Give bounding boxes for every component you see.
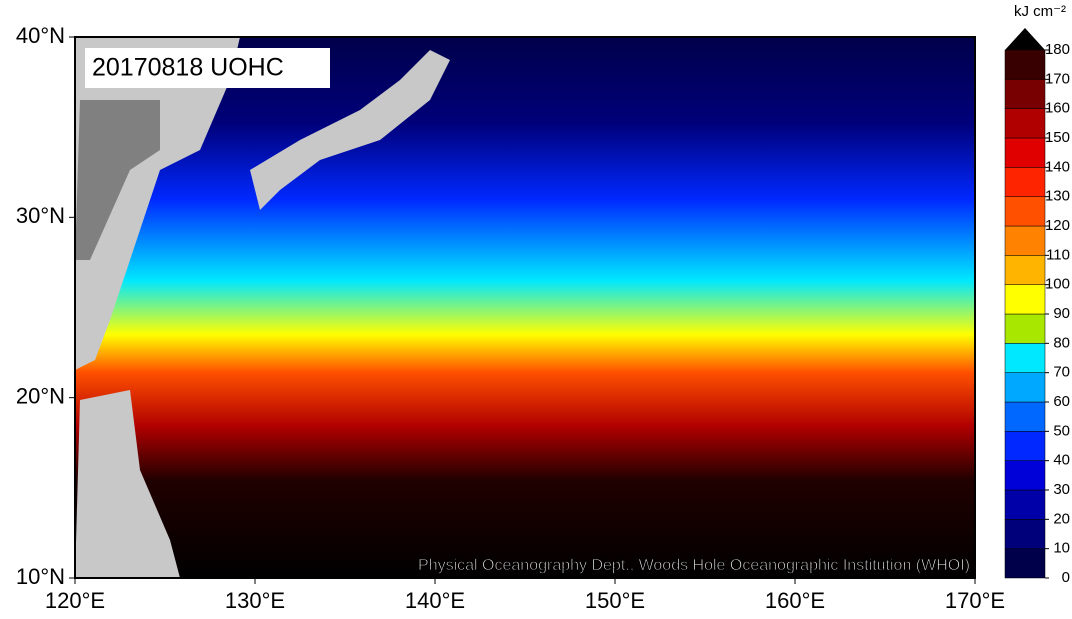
colorbar-segment <box>1004 196 1046 227</box>
colorbar-unit: kJ cm⁻² <box>1014 3 1066 20</box>
lat-tick-label: 40°N <box>16 23 65 48</box>
lon-tick-label: 170°E <box>945 588 1005 613</box>
colorbar-segment <box>1004 489 1046 520</box>
colorbar-tick-label: 20 <box>1053 510 1070 527</box>
colorbar-tick-label: 170 <box>1045 70 1070 87</box>
colorbar-segment <box>1004 343 1046 373</box>
map-area: 20170818 UOHC Physical Oceanography Dept… <box>74 36 976 579</box>
map-frame <box>74 36 976 579</box>
map-title: 20170818 UOHC <box>92 54 284 82</box>
lon-tick-label: 130°E <box>225 588 285 613</box>
lat-tick-label: 20°N <box>16 383 65 408</box>
colorbar-tick-label: 150 <box>1045 129 1070 146</box>
lat-tick-label: 10°N <box>16 564 65 589</box>
credit: Physical Oceanography Dept., Woods Hole … <box>418 557 970 574</box>
land-mask <box>75 100 160 260</box>
colorbar-segment <box>1004 460 1046 491</box>
colorbar-segment <box>1004 255 1046 285</box>
colorbar-segment <box>1004 284 1046 315</box>
lon-tick-label: 150°E <box>585 588 645 613</box>
colorbar-segment <box>1004 548 1046 579</box>
colorbar: kJ cm⁻² 0 10 20 30 40 50 60 70 80 90 100 110 120 130 1… <box>1004 3 1070 586</box>
colorbar-tick-label: 110 <box>1046 246 1070 263</box>
ocean-heat-field <box>75 37 975 578</box>
colorbar-segment <box>1004 372 1046 403</box>
colorbar-tick-label: 70 <box>1053 364 1070 381</box>
colorbar-segment <box>1004 79 1046 109</box>
colorbar-tick-label: 0 <box>1062 569 1070 586</box>
colorbar-tick-label: 130 <box>1045 188 1070 205</box>
colorbar-tick-label: 60 <box>1053 393 1070 410</box>
colorbar-tick-label: 90 <box>1053 305 1070 322</box>
title-box <box>85 48 330 88</box>
colorbar-tick-label: 30 <box>1053 481 1070 498</box>
colorbar-tick-label: 160 <box>1045 100 1070 117</box>
colorbar-segment <box>1004 431 1046 461</box>
colorbar-segment <box>1004 401 1046 432</box>
colorbar-tick-label: 10 <box>1053 540 1070 557</box>
colorbar-segment <box>1004 108 1046 139</box>
colorbar-tick-label: 180 <box>1045 41 1070 58</box>
colorbar-tick-label: 140 <box>1045 158 1070 175</box>
colorbar-segment <box>1004 49 1046 80</box>
land-philippines <box>75 390 180 578</box>
colorbar-tick-label: 120 <box>1045 217 1070 234</box>
colorbar-segment <box>1004 313 1046 344</box>
colorbar-tick-label: 40 <box>1053 452 1070 469</box>
lon-tick-label: 120°E <box>45 588 105 613</box>
lat-tick-label: 30°N <box>16 203 65 228</box>
colorbar-tick-label: 80 <box>1053 334 1070 351</box>
colorbar-tick-label: 100 <box>1045 276 1070 293</box>
axes: 120°E 130°E 140°E 150°E 160°E 170°E 10°N 20°N 30… <box>16 23 1005 613</box>
colorbar-segment <box>1004 519 1046 549</box>
colorbar-segment <box>1004 225 1046 256</box>
land-japan <box>250 50 450 210</box>
colorbar-segment <box>1004 137 1046 168</box>
colorbar-tick-label: 50 <box>1053 422 1070 439</box>
lon-tick-label: 160°E <box>765 588 825 613</box>
colorbar-arrow <box>1005 28 1045 50</box>
colorbar-segment <box>1004 167 1046 197</box>
lon-tick-label: 140°E <box>405 588 465 613</box>
